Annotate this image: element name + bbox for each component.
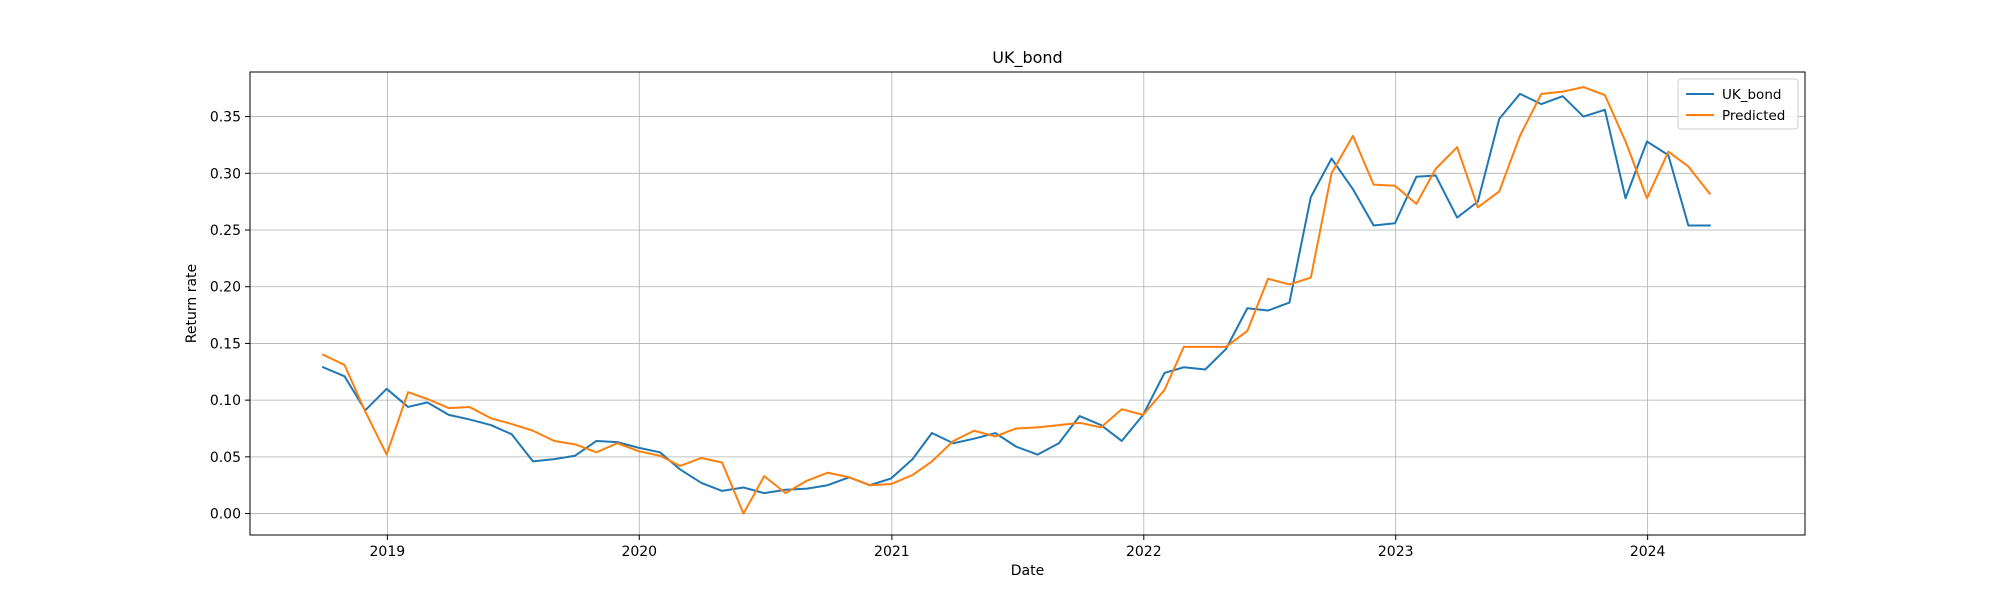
plot-frame [249, 71, 1806, 536]
y-tick-label: 0.30 [210, 166, 241, 182]
legend-label: Predicted [1722, 108, 1785, 124]
x-axis: 2019 2020 2021 2022 2023 2024 [370, 535, 1666, 560]
y-tick-label: 0.10 [210, 393, 241, 409]
x-tick-label: 2020 [621, 544, 657, 560]
legend-box [1677, 78, 1799, 130]
grid [250, 72, 1805, 535]
y-tick-label: 0.35 [210, 110, 241, 126]
y-tick-label: 0.00 [210, 507, 241, 523]
y-tick-label: 0.05 [210, 450, 241, 466]
y-axis: 0.00 0.05 0.10 0.15 0.20 0.25 0.30 0.35 [210, 110, 250, 523]
legend: UK_bond Predicted [1677, 78, 1799, 130]
chart-title: UK_bond [992, 48, 1062, 68]
x-tick-label: 2024 [1630, 544, 1666, 560]
x-tick-label: 2019 [370, 544, 406, 560]
x-tick-label: 2021 [874, 544, 910, 560]
series-lines [321, 86, 1712, 515]
y-tick-label: 0.25 [210, 223, 241, 239]
x-axis-title: Date [1011, 563, 1044, 579]
y-tick-label: 0.20 [210, 280, 241, 296]
x-tick-label: 2022 [1126, 544, 1162, 560]
x-tick-label: 2023 [1378, 544, 1414, 560]
legend-label: UK_bond [1722, 87, 1781, 103]
series-line-predicted [321, 86, 1712, 515]
y-axis-title: Return rate [184, 264, 200, 343]
series-line-uk-bond [321, 92, 1711, 495]
y-tick-label: 0.15 [210, 336, 241, 352]
